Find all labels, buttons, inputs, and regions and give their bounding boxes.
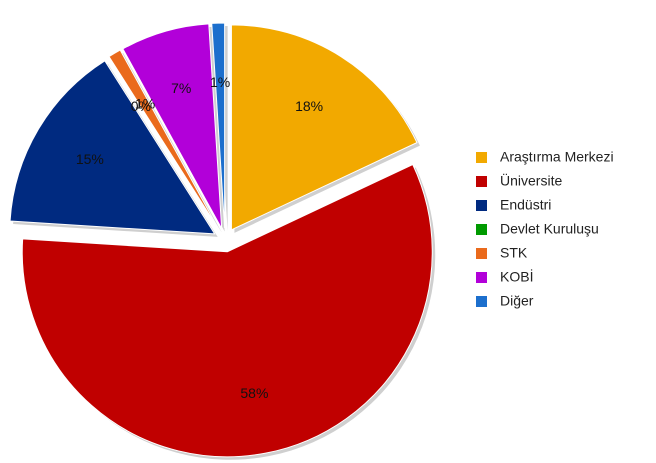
legend-swatch xyxy=(476,176,487,187)
slice xyxy=(211,22,226,229)
legend-label: Devlet Kuruluşu xyxy=(500,221,599,237)
legend-label: STK xyxy=(500,245,528,261)
legend-label: Endüstri xyxy=(500,197,551,213)
data-label: 7% xyxy=(171,80,191,96)
legend: Araştırma Merkezi Üniversite Endüstri Devle… xyxy=(476,149,614,309)
legend-swatch xyxy=(476,272,487,283)
data-label: 58% xyxy=(240,385,268,401)
legend-swatch xyxy=(476,152,487,163)
slice xyxy=(108,49,220,230)
data-label: 15% xyxy=(76,151,104,167)
data-label: 18% xyxy=(295,98,323,114)
legend-swatch xyxy=(476,248,487,259)
slice xyxy=(230,24,418,231)
slice xyxy=(21,163,433,458)
legend-swatch xyxy=(476,296,487,307)
data-label: 0% xyxy=(131,98,151,114)
legend-swatch xyxy=(476,224,487,235)
legend-label: KOBİ xyxy=(500,268,533,285)
data-label: 1% xyxy=(210,74,230,90)
pie xyxy=(9,22,436,460)
legend-label: Üniversite xyxy=(500,172,562,189)
legend-label: Araştırma Merkezi xyxy=(500,149,614,165)
legend-label: Diğer xyxy=(500,293,534,309)
data-label: 1% xyxy=(135,96,155,112)
legend-swatch xyxy=(476,200,487,211)
data-labels: 18%58%15%0%1%7% 1% xyxy=(76,74,323,401)
slice xyxy=(122,23,223,229)
slice xyxy=(9,60,216,235)
